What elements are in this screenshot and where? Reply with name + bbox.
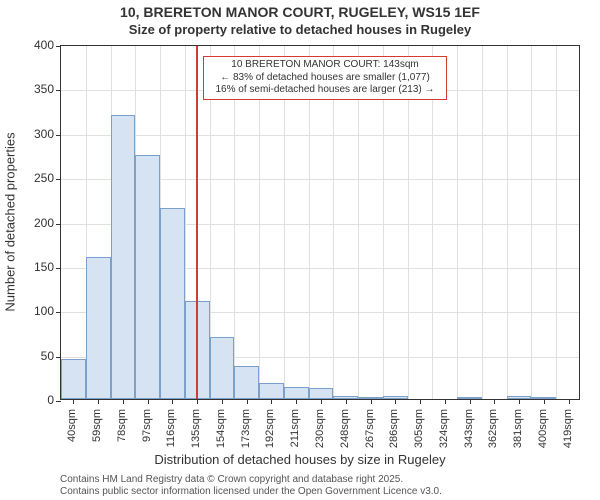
- footer-line2: Contains public sector information licen…: [60, 486, 442, 498]
- x-tick-mark: [544, 399, 545, 404]
- x-tick-label: 267sqm: [364, 409, 376, 448]
- histogram-bar: [86, 257, 111, 399]
- x-tick-label: 381sqm: [512, 409, 524, 448]
- x-tick-label: 154sqm: [215, 409, 227, 448]
- histogram-bar: [111, 115, 136, 399]
- x-tick-label: 305sqm: [413, 409, 425, 448]
- x-tick-label: 230sqm: [314, 409, 326, 448]
- y-tick-mark: [56, 401, 61, 402]
- marker-line: [196, 46, 198, 399]
- y-tick-mark: [56, 46, 61, 47]
- gridline-v: [457, 46, 458, 399]
- y-tick-mark: [56, 357, 61, 358]
- x-tick-mark: [519, 399, 520, 404]
- x-tick-mark: [395, 399, 396, 404]
- x-tick-mark: [271, 399, 272, 404]
- x-tick-label: 343sqm: [463, 409, 475, 448]
- y-tick-label: 400: [4, 38, 54, 52]
- x-tick-mark: [470, 399, 471, 404]
- histogram-bar: [61, 359, 86, 399]
- gridline-v: [482, 46, 483, 399]
- y-tick-label: 300: [4, 127, 54, 141]
- y-tick-mark: [56, 179, 61, 180]
- y-tick-mark: [56, 224, 61, 225]
- x-tick-label: 286sqm: [388, 409, 400, 448]
- x-tick-label: 211sqm: [289, 409, 301, 447]
- histogram-bar: [160, 208, 185, 399]
- x-tick-mark: [98, 399, 99, 404]
- footer-line1: Contains HM Land Registry data © Crown c…: [60, 474, 442, 486]
- x-tick-label: 362sqm: [487, 409, 499, 448]
- footer-attribution: Contains HM Land Registry data © Crown c…: [60, 474, 442, 498]
- histogram-bar: [309, 388, 334, 399]
- y-tick-mark: [56, 268, 61, 269]
- x-tick-label: 78sqm: [116, 409, 128, 442]
- y-tick-label: 100: [4, 304, 54, 318]
- x-tick-mark: [569, 399, 570, 404]
- x-tick-mark: [445, 399, 446, 404]
- x-tick-label: 192sqm: [264, 409, 276, 448]
- x-tick-mark: [494, 399, 495, 404]
- chart-title-line2: Size of property relative to detached ho…: [0, 22, 600, 37]
- x-tick-label: 59sqm: [91, 409, 103, 442]
- histogram-bar: [234, 366, 259, 399]
- histogram-bar: [259, 383, 284, 399]
- y-tick-label: 50: [4, 349, 54, 363]
- gridline-h: [61, 135, 579, 136]
- x-tick-mark: [172, 399, 173, 404]
- x-tick-label: 248sqm: [339, 409, 351, 448]
- y-tick-label: 350: [4, 82, 54, 96]
- gridline-v: [507, 46, 508, 399]
- y-tick-label: 150: [4, 260, 54, 274]
- x-axis-label: Distribution of detached houses by size …: [0, 452, 600, 467]
- x-tick-mark: [321, 399, 322, 404]
- x-tick-mark: [222, 399, 223, 404]
- x-tick-label: 135sqm: [190, 409, 202, 448]
- x-tick-label: 97sqm: [141, 409, 153, 442]
- chart-container: 10, BRERETON MANOR COURT, RUGELEY, WS15 …: [0, 0, 600, 500]
- x-tick-label: 40sqm: [66, 409, 78, 442]
- x-tick-mark: [420, 399, 421, 404]
- y-tick-mark: [56, 312, 61, 313]
- y-tick-label: 200: [4, 216, 54, 230]
- x-tick-label: 419sqm: [562, 409, 574, 448]
- x-tick-mark: [148, 399, 149, 404]
- x-tick-mark: [197, 399, 198, 404]
- x-tick-label: 116sqm: [165, 409, 177, 447]
- y-tick-label: 0: [4, 393, 54, 407]
- x-tick-label: 400sqm: [537, 409, 549, 448]
- y-tick-label: 250: [4, 171, 54, 185]
- callout-line2: ← 83% of detached houses are smaller (1,…: [208, 72, 442, 85]
- plot-area: 10 BRERETON MANOR COURT: 143sqm← 83% of …: [60, 45, 580, 400]
- x-tick-mark: [123, 399, 124, 404]
- x-tick-mark: [371, 399, 372, 404]
- y-tick-mark: [56, 90, 61, 91]
- x-tick-mark: [346, 399, 347, 404]
- gridline-v: [531, 46, 532, 399]
- histogram-bar: [284, 387, 309, 399]
- histogram-bar: [135, 155, 160, 399]
- y-tick-mark: [56, 135, 61, 136]
- x-tick-mark: [247, 399, 248, 404]
- callout-line1: 10 BRERETON MANOR COURT: 143sqm: [208, 59, 442, 72]
- gridline-v: [556, 46, 557, 399]
- x-tick-mark: [296, 399, 297, 404]
- callout-box: 10 BRERETON MANOR COURT: 143sqm← 83% of …: [203, 56, 447, 100]
- x-tick-label: 173sqm: [240, 409, 252, 448]
- callout-line3: 16% of semi-detached houses are larger (…: [208, 84, 442, 97]
- histogram-bar: [210, 337, 235, 399]
- chart-title-line1: 10, BRERETON MANOR COURT, RUGELEY, WS15 …: [0, 4, 600, 20]
- x-tick-mark: [73, 399, 74, 404]
- x-tick-label: 324sqm: [438, 409, 450, 448]
